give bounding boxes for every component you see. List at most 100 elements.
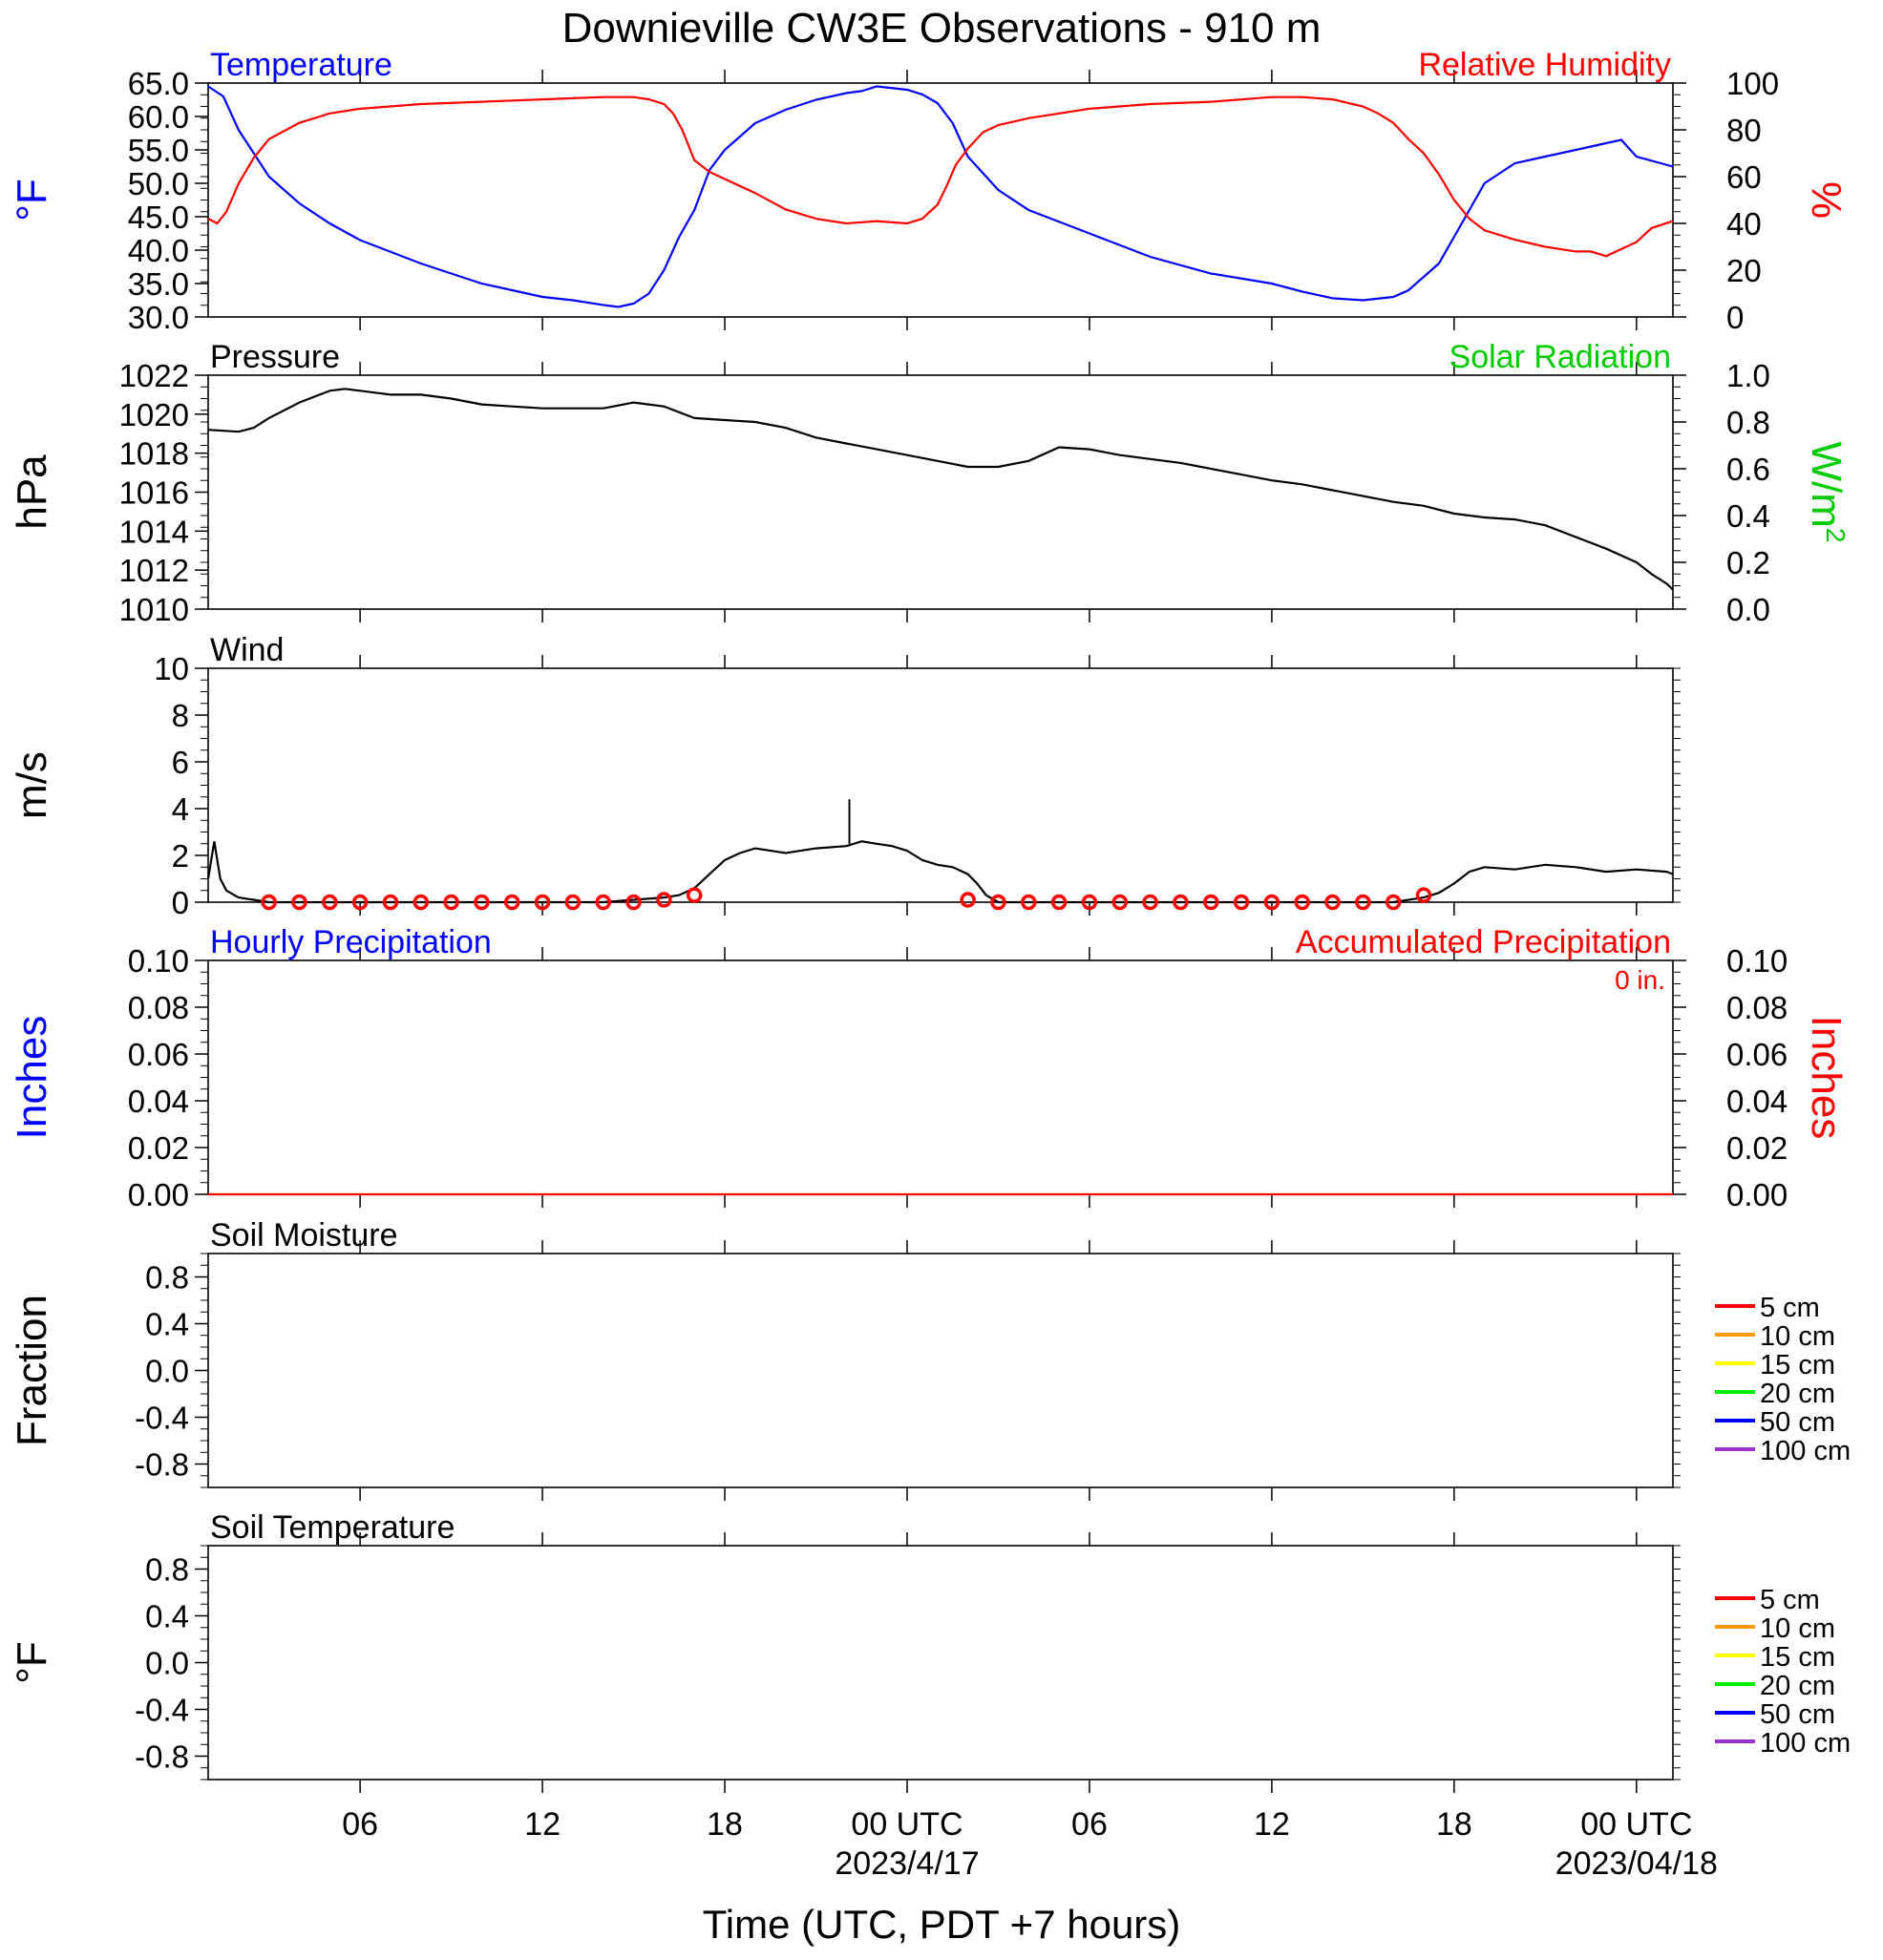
panel-title-left: Soil Moisture (210, 1217, 398, 1254)
y-tick-label-left: 0 (172, 885, 189, 920)
series-line-relative-humidity (207, 95, 1674, 258)
wind-barb-marker (261, 894, 277, 911)
y-tick-label-left: 0.8 (145, 1260, 189, 1296)
y-tick-label-left: 1020 (119, 397, 189, 432)
y-tick-label-right: 1.0 (1726, 358, 1770, 393)
wind-barb-marker (1111, 894, 1129, 911)
series-line-pressure (207, 388, 1674, 591)
legend-label: 10 cm (1760, 1613, 1835, 1644)
x-tick-label: 18 (1436, 1806, 1472, 1843)
panel-precipitation: 0.00 0.02 0.04 0.06 0.08 0.10 0.00 0.02 0.04 0.06… (9, 924, 1850, 1212)
y-axis-label-left: hPa (9, 454, 55, 530)
wind-barb-marker (686, 887, 703, 903)
x-axis-label: Time (UTC, PDT +7 hours) (703, 1902, 1181, 1947)
y-tick-label-left: 8 (172, 698, 189, 733)
wind-barb-marker (1081, 894, 1098, 911)
y-tick-label-left: -0.4 (135, 1693, 189, 1728)
y-tick-label-right: 0.00 (1726, 1177, 1788, 1212)
wind-barb-marker (960, 892, 976, 908)
y-tick-label-right: 0.08 (1726, 990, 1788, 1025)
x-tick-label: 00 UTC (1580, 1806, 1692, 1843)
panel-title-left: Temperature (210, 47, 392, 83)
legend-label: 15 cm (1760, 1350, 1835, 1380)
wind-barb-marker (1021, 894, 1037, 911)
legend-label: 15 cm (1760, 1642, 1835, 1673)
x-tick-label: 18 (707, 1806, 743, 1843)
wind-barb-marker (1050, 894, 1068, 911)
wind-barb-marker (443, 894, 459, 911)
y-tick-label-left: 35.0 (128, 266, 189, 302)
y-tick-label-left: 0.0 (145, 1646, 189, 1681)
wind-barb-marker (1233, 894, 1250, 911)
x-tick-label: 00 UTC (851, 1806, 963, 1843)
wind-barb-marker (1263, 894, 1280, 911)
wind-barb-marker (1385, 894, 1402, 911)
y-tick-label-left: 45.0 (128, 200, 189, 235)
y-tick-label-left: 0.4 (145, 1599, 189, 1634)
y-tick-label-right: 0 (1726, 300, 1744, 335)
y-tick-label-left: 1016 (119, 475, 189, 511)
y-tick-label-left: 1018 (119, 436, 189, 472)
panel-title-left: Soil Temperature (210, 1509, 455, 1546)
x-tick-label: 06 (342, 1806, 378, 1843)
y-tick-label-left: 0.8 (145, 1552, 189, 1588)
x-tick-label: 12 (524, 1806, 561, 1843)
y-tick-label-right: 0.02 (1726, 1130, 1788, 1166)
y-tick-label-left: 60.0 (128, 99, 189, 135)
wind-barb-marker (1415, 887, 1432, 903)
y-tick-label-left: 2 (172, 838, 189, 874)
legend-label: 10 cm (1760, 1321, 1835, 1352)
wind-barb-marker (1324, 894, 1341, 911)
panel-soil-moisture: -0.8 -0.4 0.0 0.4 0.8 Soil Moisture Fraction 5 … (9, 1217, 1851, 1501)
y-axis-label-left: °F (9, 1641, 55, 1683)
y-tick-label-left: 0.4 (145, 1307, 189, 1342)
panel-title-left: Wind (210, 632, 284, 668)
y-tick-label-left: 0.10 (128, 943, 189, 979)
y-tick-label-right: 0.6 (1726, 452, 1770, 487)
precip-total-annotation: 0 in. (1615, 965, 1665, 995)
y-tick-label-left: -0.8 (135, 1739, 189, 1775)
wind-barb-marker (413, 894, 430, 911)
y-axis-label-left: Inches (9, 1016, 55, 1140)
wind-barb-marker (656, 892, 672, 908)
legend-label: 100 cm (1760, 1436, 1851, 1466)
legend-label: 50 cm (1760, 1699, 1835, 1730)
wind-barb-marker (595, 894, 611, 911)
y-tick-label-left: 1010 (119, 592, 189, 627)
wind-barb-marker (474, 894, 490, 911)
y-tick-label-right: 60 (1726, 159, 1762, 195)
y-tick-label-left: -0.4 (135, 1401, 189, 1436)
x-tick-label: 12 (1254, 1806, 1290, 1843)
y-tick-label-left: 0.06 (128, 1037, 189, 1072)
panel-title-right: Accumulated Precipitation (1296, 924, 1671, 960)
wind-barb-marker (291, 894, 307, 911)
panel-title-left: Pressure (210, 339, 340, 375)
panel-title-right: Solar Radiation (1449, 339, 1671, 375)
wind-barb-marker (1142, 894, 1158, 911)
series-line-wind (206, 840, 1674, 904)
y-tick-label-left: 1014 (119, 514, 189, 549)
y-tick-label-right: 80 (1726, 113, 1762, 148)
y-tick-label-right: 20 (1726, 253, 1762, 288)
wind-barb-marker (382, 894, 399, 911)
legend-label: 50 cm (1760, 1407, 1835, 1438)
wind-barb-marker (1173, 894, 1189, 911)
y-axis-label-left: m/s (9, 751, 55, 819)
y-tick-label-left: 1012 (119, 553, 189, 588)
x-tick-label: 06 (1071, 1806, 1108, 1843)
y-tick-label-right: 0.0 (1726, 592, 1770, 627)
legend-label: 20 cm (1760, 1379, 1835, 1409)
y-tick-label-right: 40 (1726, 206, 1762, 242)
y-tick-label-right: 0.10 (1726, 943, 1788, 979)
wind-barb-marker (504, 894, 520, 911)
y-tick-label-right: 0.04 (1726, 1084, 1788, 1119)
wind-barb-marker (322, 894, 338, 911)
wind-barb-marker (351, 894, 369, 911)
wind-barb-marker (990, 894, 1006, 911)
y-tick-label-left: 0.08 (128, 990, 189, 1025)
wind-barb-marker (564, 894, 582, 911)
y-tick-label-left: 0.00 (128, 1177, 189, 1212)
y-tick-label-left: 50.0 (128, 166, 189, 201)
